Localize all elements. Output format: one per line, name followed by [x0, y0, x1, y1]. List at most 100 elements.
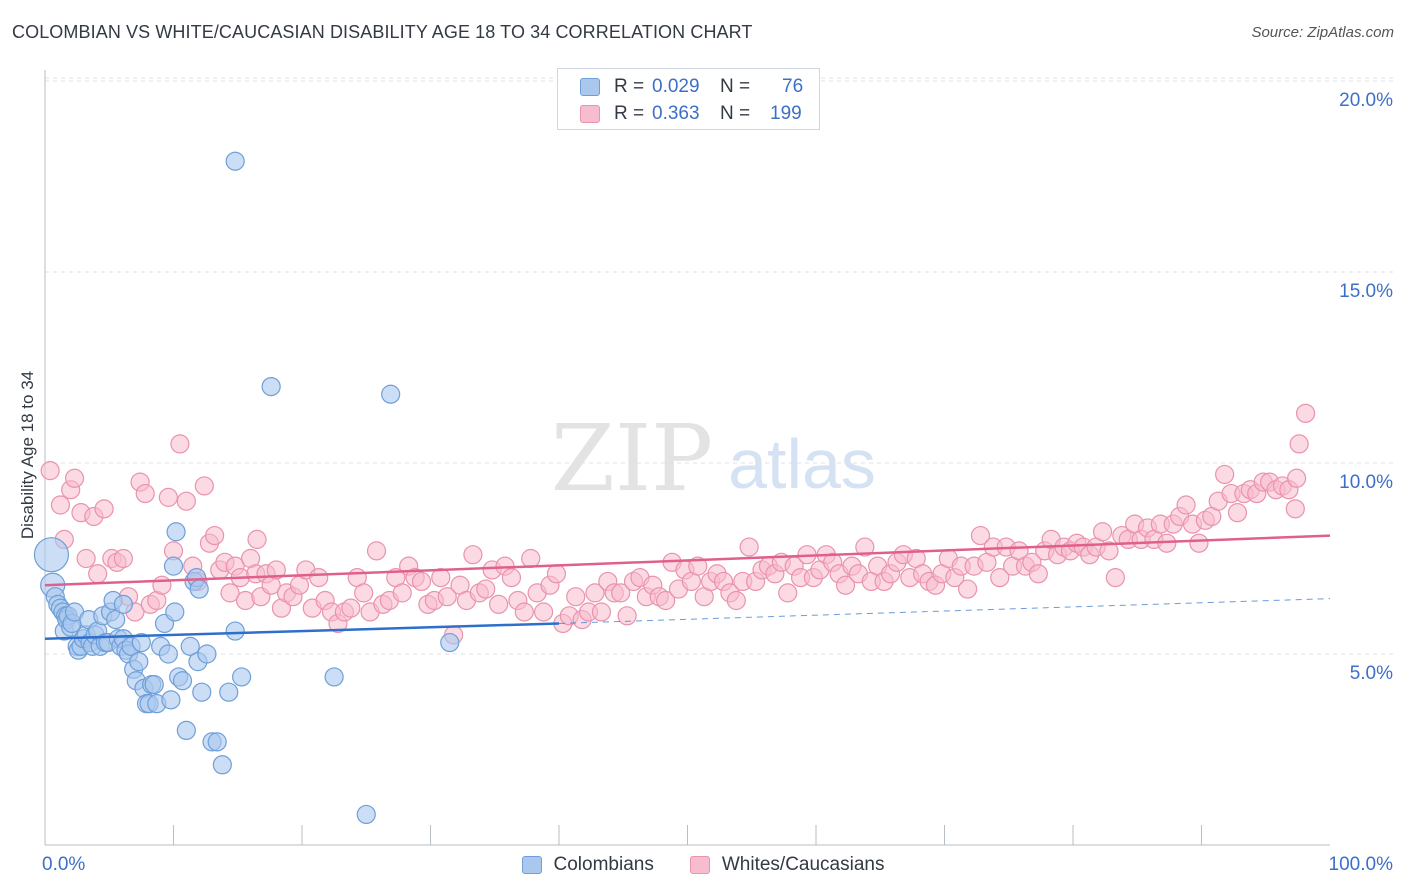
- whites-point: [194, 476, 214, 496]
- colombians-point: [212, 755, 232, 775]
- whites-point: [170, 434, 190, 454]
- whites-point: [688, 556, 708, 576]
- legend-swatch-blue: [521, 856, 542, 874]
- whites-point: [309, 567, 329, 588]
- legend-item-whites[interactable]: Whites/Caucasians: [689, 854, 885, 876]
- whites-point: [366, 541, 387, 561]
- whites-point: [176, 491, 196, 511]
- colombians-point: [176, 720, 196, 741]
- whites-point: [1295, 403, 1316, 423]
- legend-row-colombians: R = 0.029 N = 76: [580, 75, 803, 99]
- colombians-point: [161, 690, 181, 710]
- whites-point: [835, 575, 856, 595]
- whites-point: [341, 598, 361, 618]
- whites-point: [76, 548, 96, 569]
- colombians-point: [261, 377, 281, 397]
- series-legend: Colombians Whites/Caucasians: [0, 852, 1406, 878]
- whites-point: [247, 529, 267, 550]
- whites-point: [40, 461, 60, 481]
- whites-point: [533, 602, 554, 622]
- colombians-point: [129, 652, 149, 672]
- legend-label-colombians: Colombians: [553, 854, 654, 875]
- whites-point: [1289, 434, 1309, 454]
- trend-lines: [44, 534, 1331, 640]
- legend-n-value: 199: [770, 103, 802, 124]
- whites-point: [158, 487, 178, 507]
- legend-label-whites: Whites/Caucasians: [721, 854, 885, 875]
- watermark-zip: ZIP: [551, 405, 713, 512]
- legend-r-value: 0.029: [652, 76, 700, 97]
- tick-labels: 5.0% 10.0% 15.0% 20.0% 0.0% 100.0%: [42, 90, 1393, 875]
- whites-point: [1028, 564, 1048, 584]
- whites-point: [726, 590, 746, 611]
- whites-point: [94, 499, 114, 519]
- whites-point: [521, 548, 541, 569]
- whites-point: [1105, 567, 1126, 588]
- whites-point: [152, 575, 172, 595]
- whites-point: [1092, 522, 1113, 542]
- watermark-atlas: atlas: [728, 425, 876, 503]
- colombians-point: [163, 556, 184, 576]
- whites-point: [431, 567, 451, 588]
- whites-point: [778, 583, 798, 603]
- colombians-point: [324, 667, 344, 687]
- whites-point: [585, 583, 605, 603]
- colombians-point: [232, 667, 252, 687]
- colombians-point: [180, 636, 200, 656]
- whites-point: [617, 606, 637, 626]
- whites-point: [437, 587, 457, 607]
- whites-point: [1215, 464, 1235, 485]
- whites-point: [546, 564, 567, 584]
- legend-swatch-pink: [580, 105, 600, 123]
- chart-title: COLOMBIAN VS WHITE/CAUCASIAN DISABILITY …: [12, 22, 753, 42]
- legend-r-value: 0.363: [652, 103, 700, 124]
- legend-swatch-blue: [580, 78, 600, 96]
- whites-trend-line: [44, 534, 1331, 587]
- whites-point: [463, 545, 483, 565]
- whites-point: [476, 579, 496, 599]
- y-tick-label: 15.0%: [1339, 281, 1393, 302]
- whites-point: [611, 583, 631, 603]
- colombians-point: [172, 671, 193, 691]
- colombians-point: [158, 644, 178, 664]
- whites-point: [958, 579, 978, 599]
- whites-points: [40, 403, 1316, 645]
- whites-point: [489, 594, 509, 614]
- whites-point: [656, 590, 676, 611]
- colombians-point: [207, 732, 227, 752]
- whites-point: [1285, 499, 1305, 519]
- whites-point: [220, 583, 240, 603]
- colombians-point: [225, 621, 245, 641]
- colombians-point: [219, 682, 239, 702]
- colombians-point: [144, 674, 164, 695]
- colombians-point: [225, 151, 245, 171]
- y-tick-label: 5.0%: [1350, 663, 1393, 684]
- whites-point: [205, 525, 225, 546]
- colombians-point: [356, 804, 376, 825]
- colombians-point: [131, 632, 151, 653]
- legend-n-label: N =: [720, 76, 751, 97]
- whites-point: [411, 571, 432, 592]
- colombians-point: [33, 537, 70, 573]
- whites-point: [135, 483, 155, 504]
- whites-point: [392, 583, 412, 603]
- legend-r-label: R =: [614, 76, 645, 97]
- legend-n-label: N =: [720, 103, 751, 124]
- whites-point: [1189, 533, 1209, 553]
- y-tick-label: 10.0%: [1339, 472, 1393, 493]
- whites-point: [50, 495, 71, 515]
- whites-point: [88, 564, 108, 584]
- legend-r-label: R =: [614, 103, 645, 124]
- whites-point: [970, 525, 991, 546]
- y-tick-label: 20.0%: [1339, 90, 1393, 111]
- colombians-trend-extension: [558, 598, 1331, 624]
- legend-item-colombians[interactable]: Colombians: [521, 854, 654, 876]
- whites-point: [354, 583, 374, 603]
- source-label: Source: ZipAtlas.com: [1251, 24, 1394, 41]
- whites-point: [113, 548, 133, 569]
- colombians-point: [165, 602, 185, 622]
- whites-point: [501, 567, 522, 588]
- colombians-point: [166, 522, 186, 542]
- whites-point: [1227, 503, 1248, 523]
